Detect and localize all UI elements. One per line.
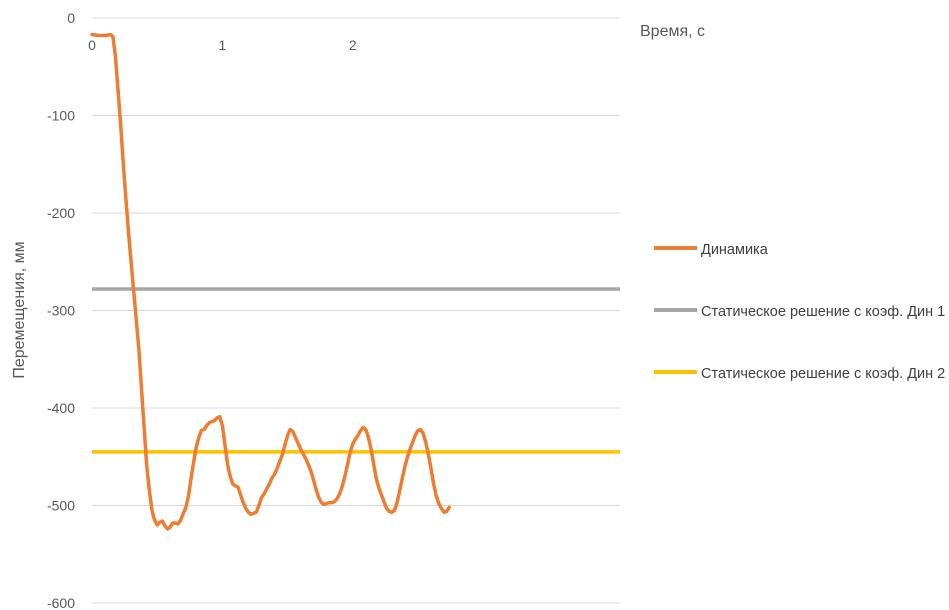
- legend-label-static-1: Статическое решение с коэф. Дин 1: [701, 304, 946, 320]
- series-layer: [90, 32, 620, 531]
- y-tick-label: 0: [67, 10, 75, 26]
- y-tick-label: -400: [47, 400, 75, 416]
- x-tick-labels: 0 1 2: [88, 37, 357, 53]
- y-tick-labels: 0 -100 -200 -300 -400 -500 -600: [47, 10, 75, 610]
- y-tick-label: -200: [47, 205, 75, 221]
- y-tick-label: -100: [47, 108, 75, 124]
- legend-item-static-2: Статическое решение с коэф. Дин 2: [654, 362, 946, 386]
- y-axis-title: Перемещения, мм: [11, 241, 28, 378]
- x-axis-title: Время, с: [640, 23, 705, 40]
- legend-label-dynamics: Динамика: [701, 242, 768, 258]
- x-tick-label: 2: [349, 37, 357, 53]
- x-tick-label: 1: [218, 37, 226, 53]
- y-tick-label: -300: [47, 303, 75, 319]
- y-tick-label: -600: [47, 595, 75, 610]
- x-tick-label: 0: [88, 37, 96, 53]
- legend-swatch-static-1: [654, 308, 697, 312]
- legend-label-static-2: Статическое решение с коэф. Дин 2: [701, 366, 946, 382]
- series-line-dynamics: [90, 32, 451, 531]
- gridlines: [92, 17, 620, 604]
- legend-swatch-static-2: [654, 370, 697, 374]
- legend-item-dynamics: Динамика: [654, 238, 946, 262]
- legend-swatch-dynamics: [654, 246, 697, 250]
- y-tick-label: -500: [47, 498, 75, 514]
- legend-item-static-1: Статическое решение с коэф. Дин 1: [654, 300, 946, 324]
